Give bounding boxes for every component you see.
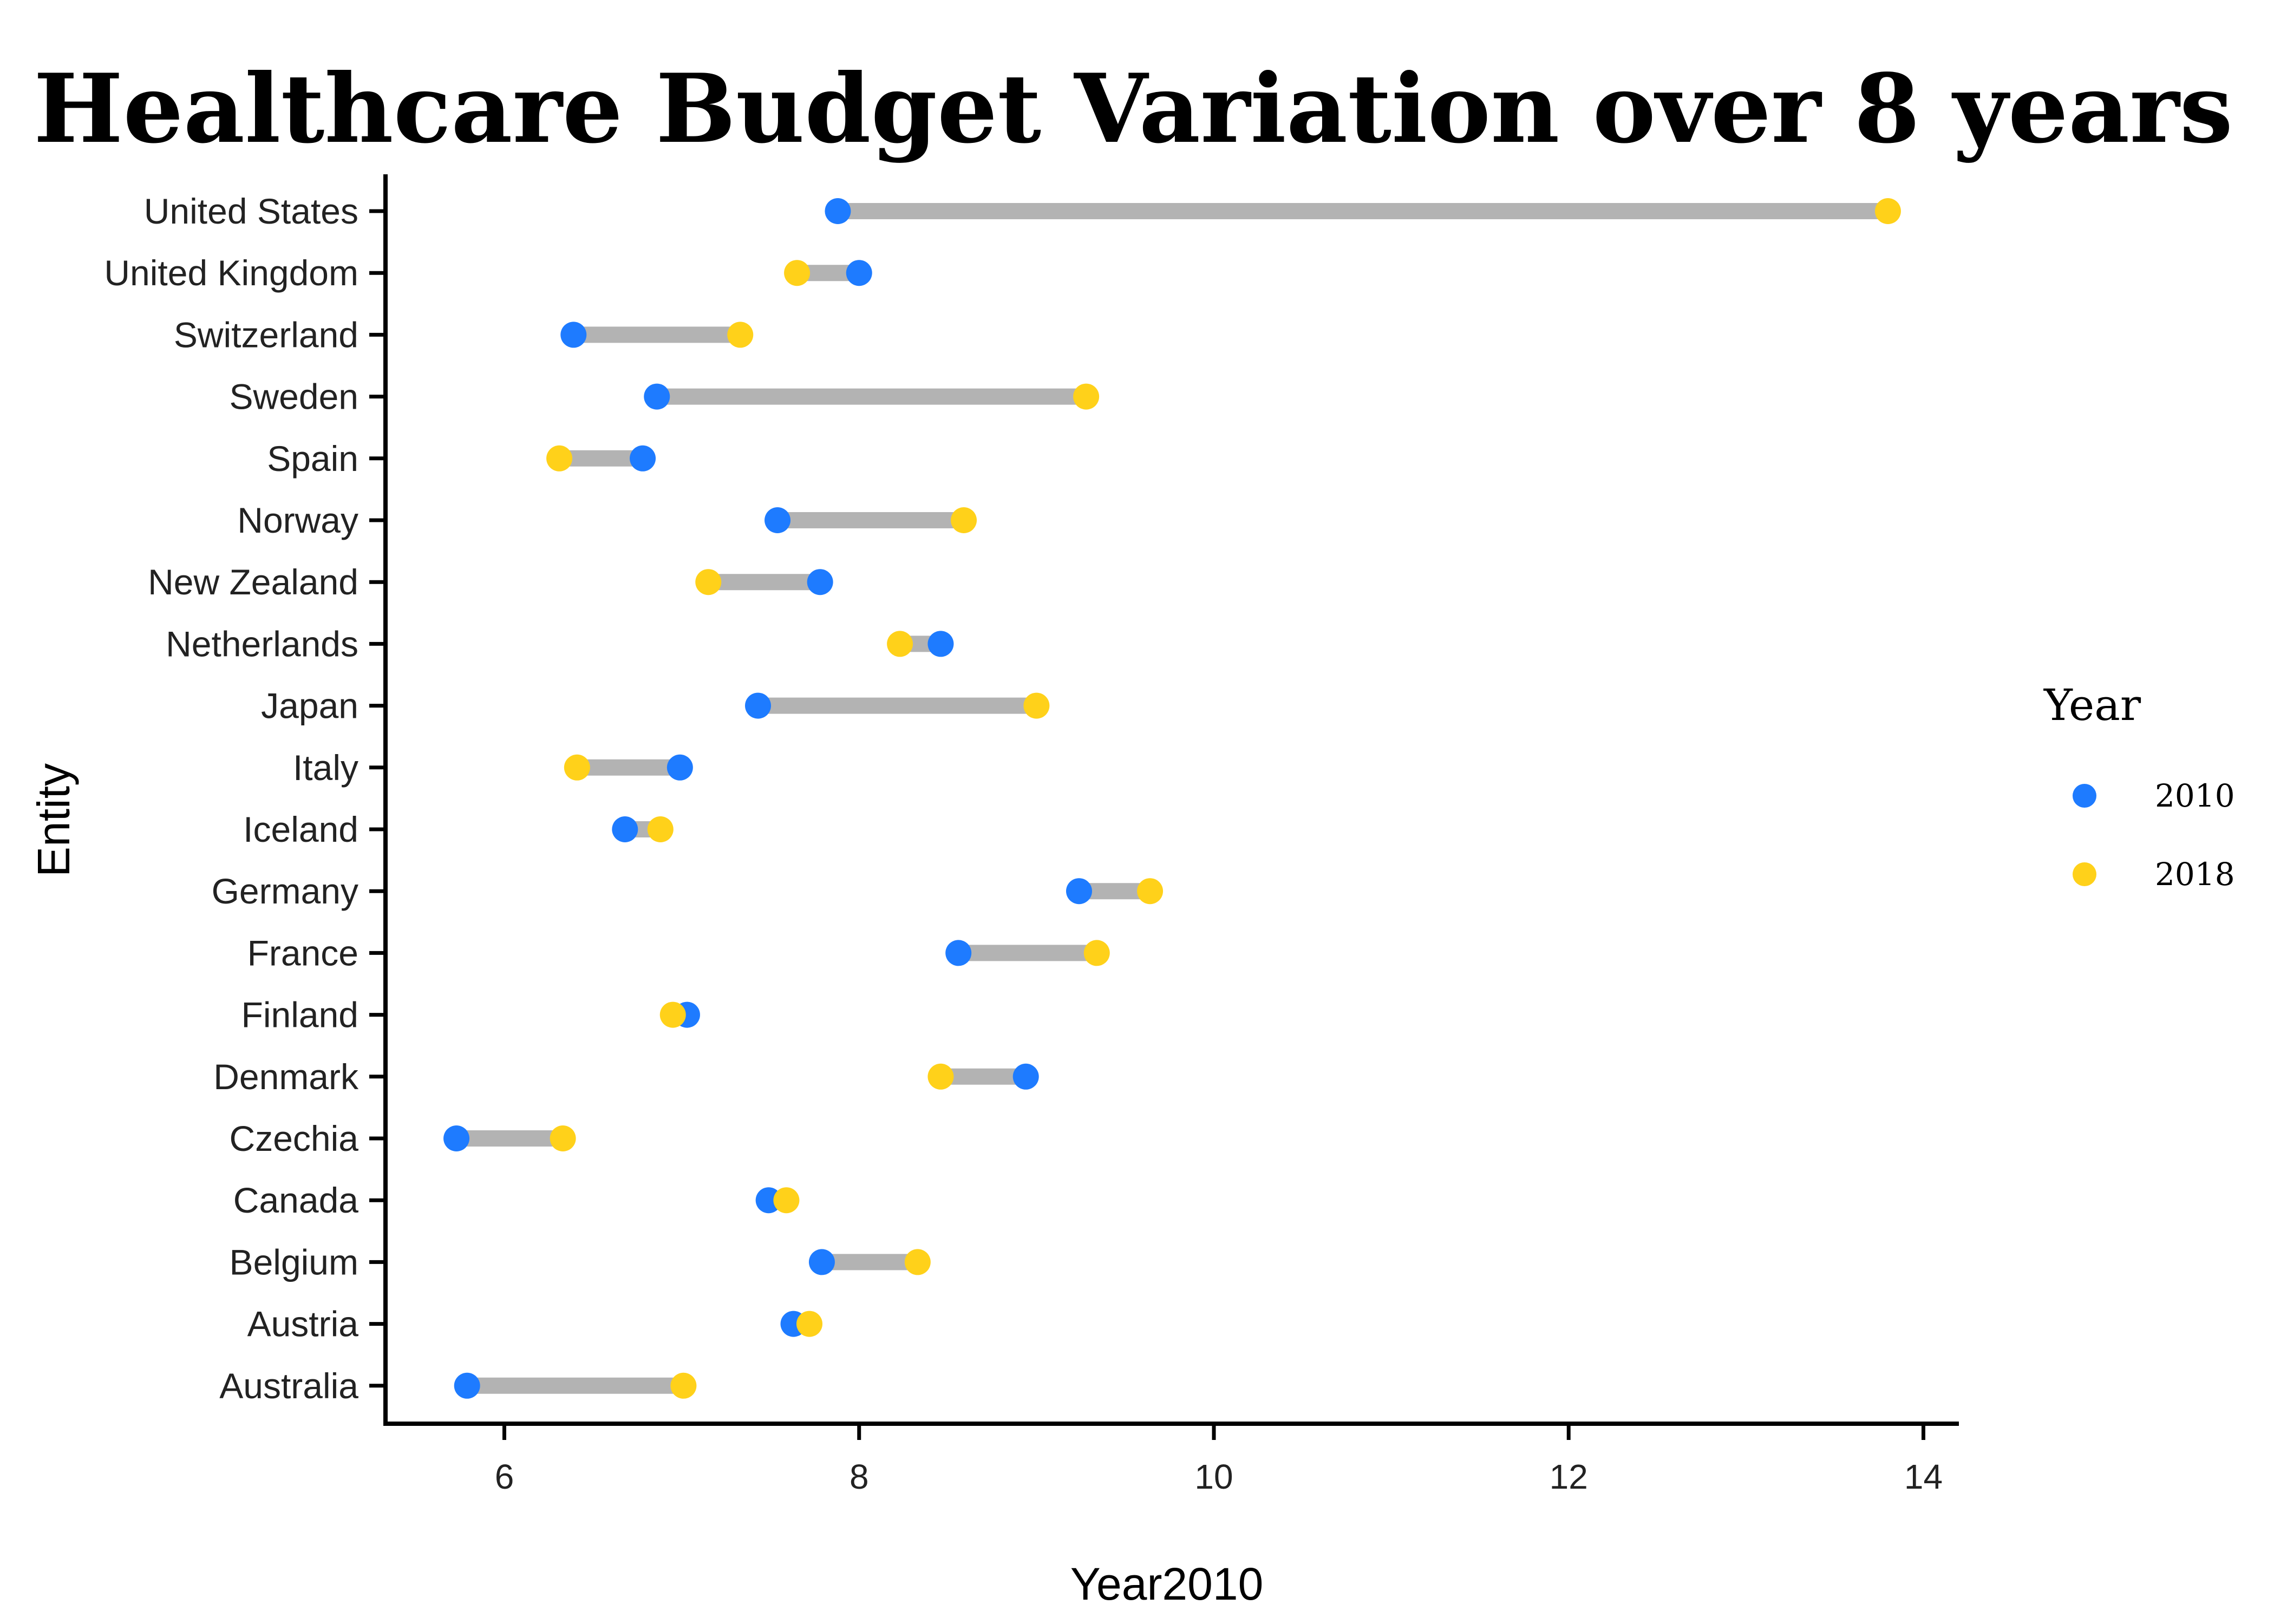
point-2018-france [1083,940,1110,966]
point-2018-australia [670,1372,697,1399]
connector-layer [456,203,1888,1394]
point-2010-france [945,940,972,966]
point-2018-canada [773,1187,800,1214]
x-tick-label-14: 14 [1904,1457,1943,1496]
point-2010-new-zealand [807,569,833,595]
point-2018-switzerland [727,322,754,348]
legend-marker-2018 [2073,862,2096,886]
point-2018-belgium [904,1249,931,1275]
point-2018-netherlands [887,631,913,657]
point-2018-czechia [550,1125,576,1151]
entity-label-italy: Italy [293,748,358,788]
entity-label-norway: Norway [237,500,358,540]
entity-label-france: France [247,933,358,973]
point-2010-sweden [644,383,670,410]
entity-label-japan: Japan [261,686,358,726]
legend-marker-2010 [2073,784,2096,808]
point-2010-japan [745,692,772,719]
point-2018-japan [1023,692,1050,719]
point-2018-finland [659,1001,686,1028]
point-2010-germany [1066,878,1092,905]
entity-label-switzerland: Switzerland [174,315,358,355]
point-2018-united-states [1874,198,1901,224]
entity-label-australia: Australia [219,1366,358,1406]
entity-label-belgium: Belgium [230,1242,358,1282]
point-2010-netherlands [927,631,954,657]
point-2018-denmark [927,1063,954,1090]
point-2010-united-states [825,198,851,224]
point-2010-australia [454,1372,480,1399]
x-tick-label-8: 8 [850,1457,869,1496]
entity-label-finland: Finland [241,995,358,1035]
entity-label-new-zealand: New Zealand [148,562,358,602]
chart-title: Healthcare Budget Variation over 8 years [34,54,2233,165]
point-2018-sweden [1073,383,1100,410]
x-tick-label-6: 6 [495,1457,514,1496]
x-axis: 6 8 10 12 14 [383,1422,1959,1496]
point-2010-belgium [808,1249,835,1275]
point-2010-denmark [1012,1063,1039,1090]
entity-label-united-states: United States [144,191,358,231]
legend-label-2010: 2010 [2155,777,2235,814]
point-2018-iceland [647,816,674,842]
point-2010-switzerland [560,322,587,348]
x-tick-label-12: 12 [1550,1457,1588,1496]
entity-label-germany: Germany [212,871,358,911]
point-2010-norway [764,507,791,533]
point-2018-united-kingdom [784,260,811,286]
y-axis-title: Entity [28,763,79,877]
point-2010-iceland [612,816,638,842]
entity-label-united-kingdom: United Kingdom [104,253,358,293]
entity-label-sweden: Sweden [229,377,358,417]
x-tick-label-10: 10 [1194,1457,1233,1496]
point-2018-italy [564,754,590,781]
point-2010-spain [630,445,656,472]
point-2010-czechia [443,1125,470,1151]
point-2010-united-kingdom [846,260,872,286]
entity-label-netherlands: Netherlands [166,624,358,664]
legend: Year 2010 2018 [2043,680,2235,893]
point-2018-germany [1137,878,1164,905]
point-2018-norway [951,507,977,533]
point-2018-austria [796,1311,823,1337]
point-layer [443,198,1901,1399]
entity-label-austria: Austria [247,1304,359,1344]
entity-label-czechia: Czechia [230,1118,359,1158]
y-axis: United States United Kingdom Switzerland Sw… [104,174,388,1424]
entity-label-denmark: Denmark [213,1057,359,1097]
point-2010-italy [666,754,693,781]
legend-label-2018: 2018 [2155,856,2235,893]
entity-label-canada: Canada [233,1180,358,1220]
point-2018-spain [546,445,573,472]
point-2018-new-zealand [695,569,722,595]
legend-title: Year [2043,680,2141,730]
entity-label-spain: Spain [267,438,358,479]
x-axis-title: Year2010 [1070,1558,1264,1609]
entity-label-iceland: Iceland [243,809,358,849]
